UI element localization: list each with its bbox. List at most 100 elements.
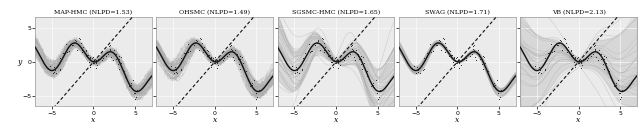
Point: [582, 57, 593, 59]
Point: [103, 53, 113, 55]
Point: [166, 65, 177, 68]
Point: [534, 69, 545, 71]
Point: [572, 57, 582, 60]
Point: [237, 56, 247, 58]
Point: [186, 50, 196, 52]
Point: [472, 49, 483, 51]
Point: [347, 48, 357, 51]
Point: [438, 38, 449, 40]
Point: [292, 71, 302, 73]
Point: [120, 74, 130, 77]
Point: [225, 45, 236, 47]
Point: [573, 55, 584, 58]
Point: [468, 44, 479, 47]
Point: [528, 66, 538, 69]
Point: [301, 52, 312, 54]
Point: [252, 98, 262, 100]
Point: [205, 61, 216, 63]
Point: [104, 45, 114, 47]
Point: [350, 59, 360, 61]
Point: [69, 42, 79, 44]
Point: [81, 50, 92, 52]
Point: [128, 79, 138, 81]
Point: [90, 59, 100, 61]
Point: [125, 82, 136, 84]
Point: [573, 62, 583, 65]
Point: [132, 89, 143, 91]
Point: [468, 48, 478, 51]
Point: [189, 44, 199, 46]
Point: [609, 85, 619, 88]
Point: [447, 61, 458, 63]
Point: [452, 55, 462, 58]
Point: [614, 92, 625, 94]
Point: [448, 61, 458, 63]
Point: [206, 66, 216, 68]
Point: [324, 54, 334, 56]
X-axis label: x: x: [212, 116, 217, 124]
Title: SGSMC-HMC (NLPD=1.65): SGSMC-HMC (NLPD=1.65): [292, 10, 380, 16]
Point: [412, 66, 422, 68]
Point: [212, 67, 222, 69]
Point: [547, 43, 557, 45]
Point: [456, 64, 466, 66]
Point: [426, 51, 436, 53]
Point: [425, 43, 435, 45]
Point: [204, 54, 214, 56]
Point: [55, 68, 65, 70]
Point: [490, 82, 500, 84]
Point: [192, 40, 202, 42]
Point: [203, 54, 213, 56]
Point: [312, 39, 323, 41]
Point: [440, 42, 450, 45]
Point: [327, 56, 337, 58]
Title: VB (NLPD=2.13): VB (NLPD=2.13): [552, 10, 605, 16]
Point: [478, 68, 488, 70]
Point: [170, 66, 180, 68]
Point: [589, 48, 600, 51]
Point: [196, 38, 206, 40]
Point: [207, 59, 218, 61]
Point: [467, 53, 477, 55]
Point: [340, 57, 350, 59]
Point: [563, 46, 573, 49]
Point: [170, 71, 180, 73]
Point: [212, 59, 222, 61]
Point: [556, 42, 566, 44]
Point: [588, 53, 598, 55]
Point: [91, 60, 101, 63]
Point: [406, 66, 417, 69]
Point: [88, 62, 98, 65]
Point: [197, 42, 207, 45]
Point: [353, 53, 364, 55]
Point: [245, 85, 255, 88]
Point: [601, 62, 611, 64]
Point: [354, 58, 364, 60]
Point: [492, 79, 502, 81]
Point: [590, 49, 600, 51]
Point: [614, 92, 625, 94]
Point: [362, 74, 372, 77]
Point: [205, 58, 216, 60]
Point: [304, 43, 314, 45]
Point: [433, 42, 443, 44]
Point: [454, 62, 465, 65]
Point: [77, 49, 87, 51]
Point: [358, 62, 369, 64]
Point: [116, 56, 126, 58]
Point: [126, 86, 136, 88]
Point: [615, 98, 625, 100]
Point: [294, 72, 304, 74]
Point: [431, 44, 441, 46]
Point: [423, 52, 433, 54]
Point: [569, 58, 579, 60]
Point: [440, 49, 451, 51]
Point: [226, 44, 236, 47]
Point: [346, 53, 356, 55]
Point: [49, 69, 60, 71]
Point: [77, 46, 88, 49]
Point: [247, 86, 257, 88]
Point: [595, 53, 605, 55]
Point: [198, 51, 208, 53]
Point: [477, 63, 487, 65]
